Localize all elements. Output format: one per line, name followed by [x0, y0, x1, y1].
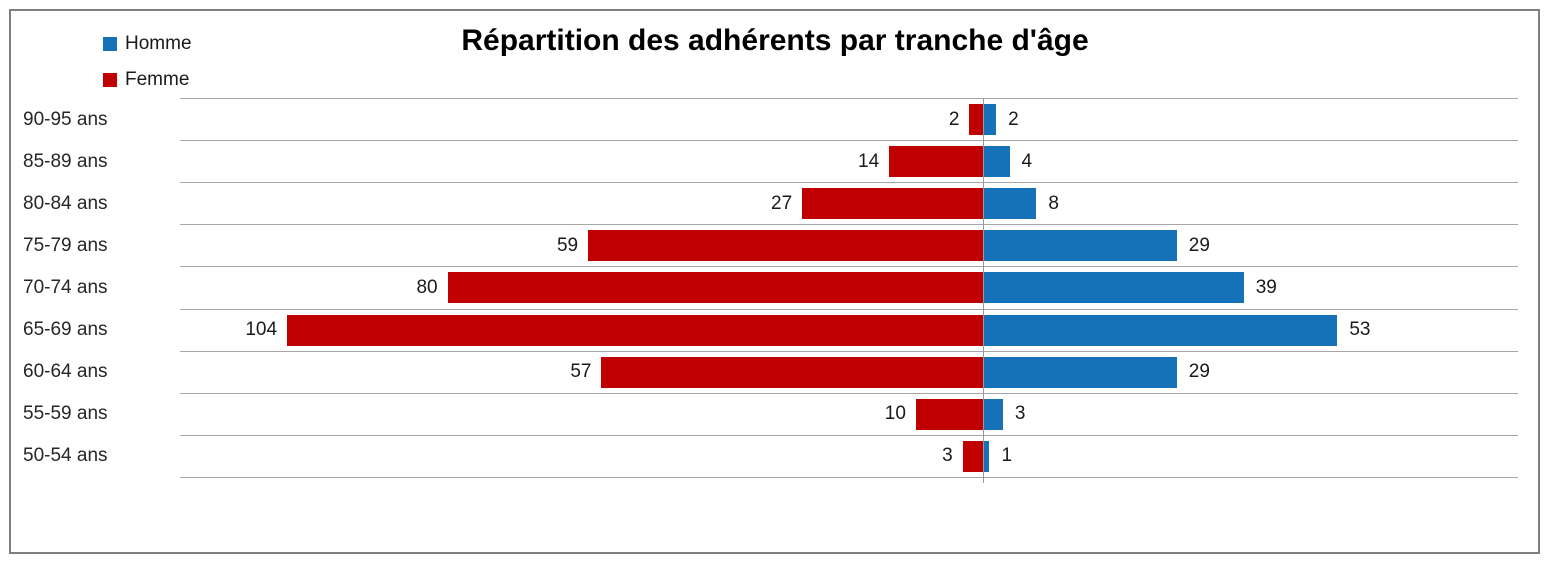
- chart-title: Répartition des adhérents par tranche d'…: [461, 24, 1089, 57]
- bar-femme: [601, 356, 983, 388]
- chart-row: 50-54 ans 3 1: [23, 436, 1518, 478]
- legend-swatch-homme-icon: [103, 37, 117, 51]
- value-label-femme: 59: [556, 234, 579, 256]
- chart-row: 90-95 ans 2 2: [23, 99, 1518, 142]
- bar-homme: [982, 314, 1338, 346]
- value-label-femme: 10: [884, 403, 906, 425]
- value-label-femme: 14: [858, 150, 880, 172]
- category-label: 80-84 ans: [23, 192, 108, 214]
- chart-row: 85-89 ans 14 4: [23, 141, 1518, 184]
- category-label: 50-54 ans: [23, 445, 108, 467]
- center-axis-line: [982, 99, 984, 483]
- value-label-femme: 27: [771, 192, 793, 214]
- value-label-homme: 29: [1188, 361, 1210, 383]
- bar-homme: [982, 398, 1003, 430]
- bar-homme: [982, 230, 1177, 262]
- bar-femme: [447, 272, 983, 304]
- value-label-femme: 80: [416, 276, 438, 298]
- value-label-femme: 3: [942, 445, 953, 467]
- value-label-homme: 29: [1188, 234, 1210, 256]
- bar-femme: [969, 104, 983, 135]
- legend-label-homme: Homme: [125, 33, 192, 54]
- chart-row: 65-69 ans 104 53: [23, 310, 1518, 352]
- legend-swatch-femme-icon: [103, 73, 117, 87]
- chart-row: 80-84 ans 27 8: [23, 183, 1518, 226]
- category-label: 90-95 ans: [23, 108, 108, 130]
- bar-femme: [802, 188, 983, 220]
- chart-row: 70-74 ans 80 39: [23, 267, 1518, 310]
- category-label: 85-89 ans: [23, 150, 108, 172]
- value-label-homme: 3: [1014, 403, 1026, 425]
- legend-label-femme: Femme: [125, 69, 190, 90]
- value-label-femme: 2: [948, 108, 960, 130]
- value-label-homme: 4: [1021, 150, 1033, 172]
- value-label-homme: 2: [1008, 108, 1019, 130]
- chart-row: 60-64 ans 57 29: [23, 352, 1518, 394]
- legend-item-femme: Femme: [103, 69, 192, 91]
- bar-homme: [982, 272, 1244, 304]
- value-label-homme: 39: [1255, 276, 1277, 298]
- bar-homme: [982, 146, 1010, 178]
- category-label: 70-74 ans: [23, 276, 108, 298]
- bar-homme: [982, 188, 1037, 220]
- category-label: 60-64 ans: [23, 361, 108, 383]
- legend: Homme Femme: [103, 33, 192, 105]
- category-label: 55-59 ans: [23, 403, 108, 425]
- bar-femme: [915, 398, 983, 430]
- bar-homme: [982, 440, 990, 472]
- bar-femme: [287, 314, 983, 346]
- bar-femme: [889, 146, 983, 178]
- bar-homme: [982, 356, 1177, 388]
- chart-row: 75-79 ans 59 29: [23, 225, 1518, 268]
- plot-area: 90-95 ans 2 2 85-89 ans 14 4 80-84 ans 27 8 75-79…: [23, 98, 1518, 483]
- bar-femme: [588, 230, 983, 262]
- value-label-femme: 104: [245, 319, 278, 341]
- value-label-homme: 8: [1048, 192, 1059, 214]
- chart-row: 55-59 ans 10 3: [23, 394, 1518, 436]
- value-label-femme: 57: [570, 361, 592, 383]
- bar-homme: [982, 104, 997, 135]
- value-label-homme: 53: [1349, 319, 1371, 341]
- value-label-homme: 1: [1001, 445, 1013, 467]
- category-label: 65-69 ans: [23, 319, 108, 341]
- bar-femme: [962, 440, 983, 472]
- legend-item-homme: Homme: [103, 33, 192, 55]
- category-label: 75-79 ans: [23, 234, 108, 256]
- chart-border: [9, 9, 1540, 554]
